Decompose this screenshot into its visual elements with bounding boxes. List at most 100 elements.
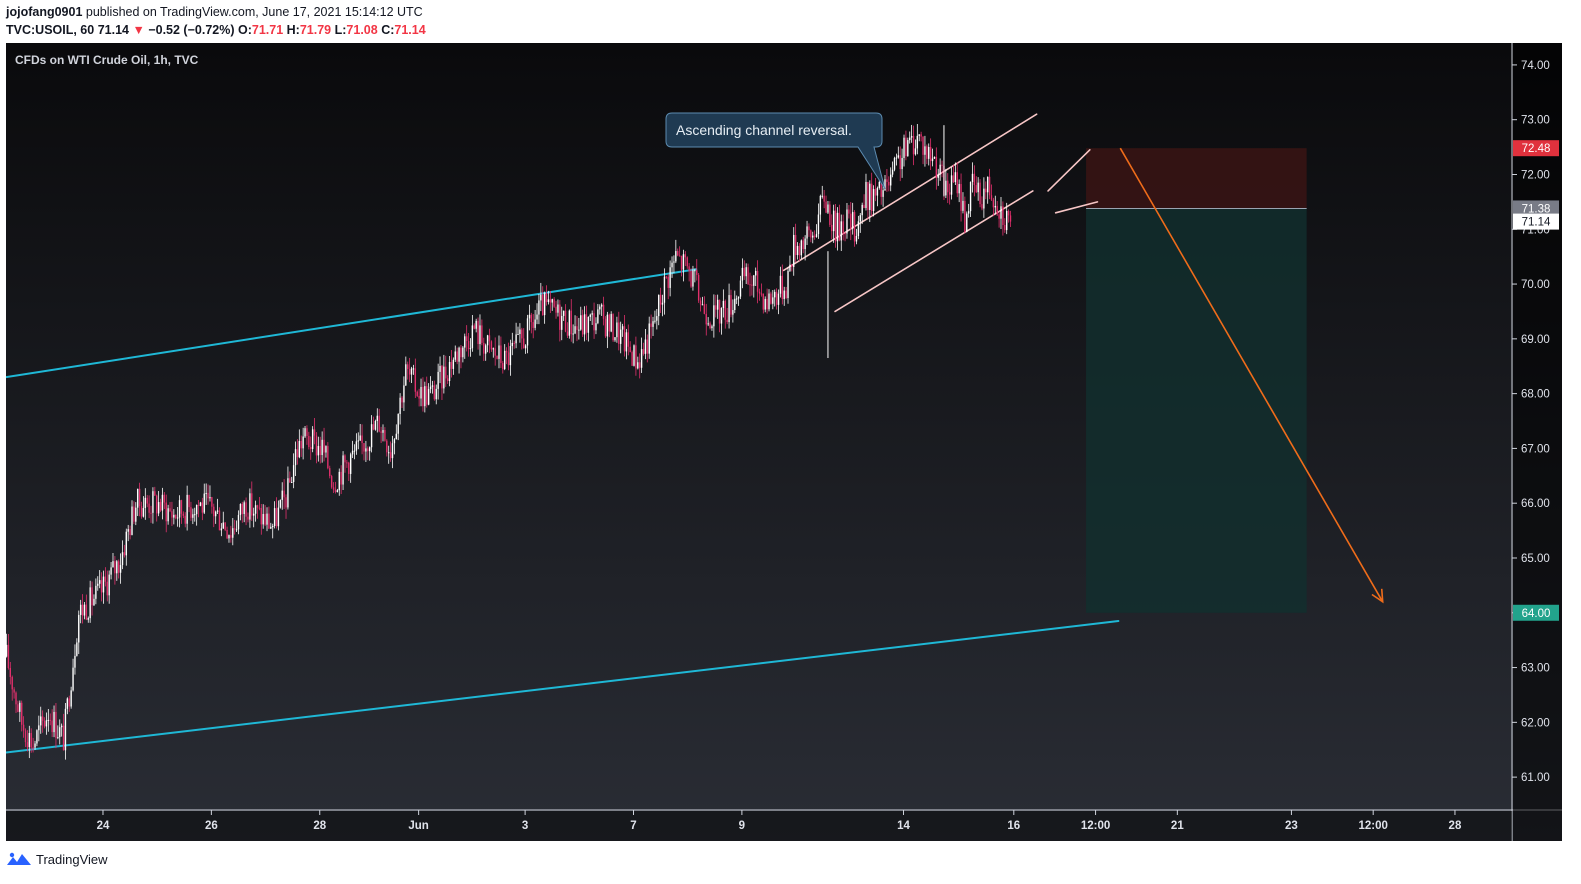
candle (834, 203, 837, 248)
take-profit-zone[interactable] (1086, 208, 1307, 613)
time-tick-label: 12:00 (1081, 820, 1110, 832)
candle-body (886, 179, 888, 182)
candle-body (399, 397, 401, 415)
candle (408, 357, 411, 383)
candle-body (561, 315, 563, 330)
candle (131, 500, 133, 536)
candle (766, 288, 768, 314)
time-tick-label: 14 (897, 820, 910, 832)
time-tick-label: 16 (1007, 820, 1020, 832)
candle-body (865, 181, 867, 209)
candle-body (11, 676, 13, 690)
candle-body (791, 264, 793, 267)
candle (696, 259, 698, 281)
candle (827, 200, 829, 214)
candle-body (680, 255, 683, 270)
candle (867, 181, 869, 219)
candle-body (576, 326, 578, 330)
candle-body (211, 497, 213, 507)
candle-body (764, 298, 766, 310)
candle-body (169, 508, 171, 512)
candle (585, 305, 588, 341)
candle (121, 540, 124, 570)
callout-box (665, 112, 886, 190)
brand-label[interactable]: TradingView (36, 851, 108, 867)
stop-loss-zone[interactable] (1086, 148, 1307, 209)
candle (43, 717, 46, 729)
trendline-4[interactable] (834, 190, 1034, 313)
candle (481, 319, 483, 346)
candle-body (716, 299, 719, 310)
candle-body (70, 690, 72, 707)
candle (888, 176, 890, 192)
candle-body (414, 368, 417, 392)
candle-body (960, 184, 962, 211)
candle-body (762, 293, 765, 310)
candle-body (367, 448, 369, 452)
candle-body (838, 212, 841, 241)
candle (429, 376, 432, 394)
candle-body (407, 364, 409, 369)
trendline-3[interactable] (782, 113, 1038, 272)
candle (435, 384, 437, 405)
entry-price-badge-bg (1513, 200, 1559, 217)
candle (513, 340, 515, 349)
candle-body (363, 443, 365, 452)
candle (367, 446, 369, 461)
chart-frame[interactable]: 61.00 62.00 63.00 64.00 65.00 66.00 67.00 68.00… (5, 43, 1562, 841)
candle (277, 500, 280, 531)
candle-body (391, 443, 394, 459)
candle (289, 471, 291, 484)
candle (787, 267, 789, 304)
candle-body (793, 234, 795, 267)
candle-body (536, 314, 538, 320)
candle (176, 507, 179, 527)
price-change: −0.52 (−0.72%) (148, 23, 235, 37)
candle (572, 324, 574, 344)
author-name[interactable]: jojofang0901 (6, 5, 83, 19)
candle (538, 294, 540, 325)
trendline-5[interactable] (1047, 149, 1091, 192)
time-tick-label: 24 (97, 820, 110, 832)
candle-body (59, 727, 61, 738)
candle-body (850, 213, 852, 229)
candle-body (580, 315, 582, 330)
candle-body (199, 502, 202, 506)
candle-body (836, 212, 839, 242)
trendline-6[interactable] (1054, 201, 1099, 214)
candle-body (359, 435, 361, 441)
candle (680, 255, 683, 277)
candle (496, 355, 498, 360)
candle-body (165, 502, 167, 522)
candle (446, 375, 449, 384)
candle-body (78, 614, 80, 643)
candle (758, 288, 761, 301)
price-chart[interactable]: 61.00 62.00 63.00 64.00 65.00 66.00 67.00 68.00… (5, 43, 1562, 841)
candle (315, 432, 318, 464)
candle (285, 494, 287, 519)
candle-body (593, 313, 595, 331)
candle (924, 135, 926, 167)
callout-text: Ascending channel reversal. (676, 122, 852, 138)
projection-arrow-line[interactable] (1119, 147, 1384, 603)
candle (222, 511, 224, 529)
candle (857, 215, 860, 240)
candle-body (926, 146, 928, 159)
annotation-callout[interactable]: Ascending channel reversal. (665, 112, 886, 190)
candle (956, 162, 958, 198)
candle-body (95, 585, 97, 599)
candle (292, 453, 295, 489)
close-label: C: (381, 23, 395, 37)
candle-body (631, 352, 633, 366)
candle-body (332, 487, 335, 490)
trendline-2[interactable] (5, 619, 1120, 754)
candle (78, 610, 80, 655)
trendline-1[interactable] (5, 268, 698, 379)
time-tick-label: 23 (1285, 820, 1298, 832)
candle (488, 328, 491, 354)
candle (639, 353, 641, 379)
high-value: 71.79 (299, 23, 332, 37)
time-axis-panel (6, 811, 1512, 841)
candle (819, 194, 822, 223)
candle (218, 507, 221, 531)
